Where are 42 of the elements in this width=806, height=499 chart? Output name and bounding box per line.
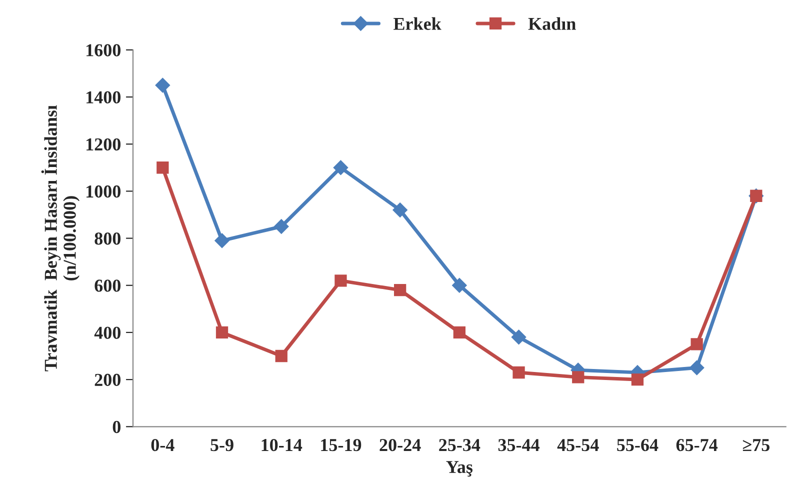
point [394, 284, 406, 296]
point [511, 330, 526, 345]
x-tick-label: 65-74 [676, 439, 718, 452]
x-tick-label: 35-44 [498, 439, 540, 452]
point [689, 360, 704, 376]
point [452, 278, 467, 293]
legend-label: Erkek [394, 17, 442, 30]
point [690, 338, 703, 350]
x-tick-label: ≥75 [742, 439, 770, 452]
y-tick-label: 1600 [86, 44, 120, 56]
y-tick-label: 1000 [86, 185, 120, 198]
x-tick-label: 15-19 [321, 439, 362, 452]
point [392, 202, 408, 218]
y-tick-label: 600 [94, 280, 120, 292]
point [631, 373, 644, 386]
y-axis-title: Travmatik Beyin Hasarı İnsidansı (n/100.000) [41, 105, 80, 372]
point [214, 233, 230, 248]
x-tick-label: 10-14 [262, 438, 302, 452]
x-tick-label: 45-54 [557, 439, 599, 452]
y-tick-label: 0 [112, 420, 120, 434]
x-axis-title: Yaş [446, 461, 473, 477]
point [334, 274, 347, 287]
point [156, 162, 169, 174]
x-tick-label: 20-24 [380, 438, 421, 452]
point [216, 326, 228, 339]
x-tick-label: 5-9 [210, 439, 234, 452]
x-tick-label: 25-34 [439, 439, 480, 452]
y-tick-label: 800 [94, 232, 120, 245]
x-tick-label: 0-4 [151, 438, 174, 452]
point [572, 371, 584, 384]
legend-label: Kadın [528, 17, 576, 30]
point [453, 326, 466, 339]
x-tick-label: 55-64 [617, 439, 658, 452]
point [333, 160, 348, 176]
y-tick-label: 1400 [86, 91, 120, 104]
y-tick-label: 400 [94, 326, 120, 339]
point [275, 350, 288, 362]
y-tick-label: 200 [94, 374, 120, 386]
point [512, 366, 525, 379]
point [274, 219, 289, 234]
y-tick-label: 1200 [86, 138, 120, 151]
point [155, 78, 170, 93]
